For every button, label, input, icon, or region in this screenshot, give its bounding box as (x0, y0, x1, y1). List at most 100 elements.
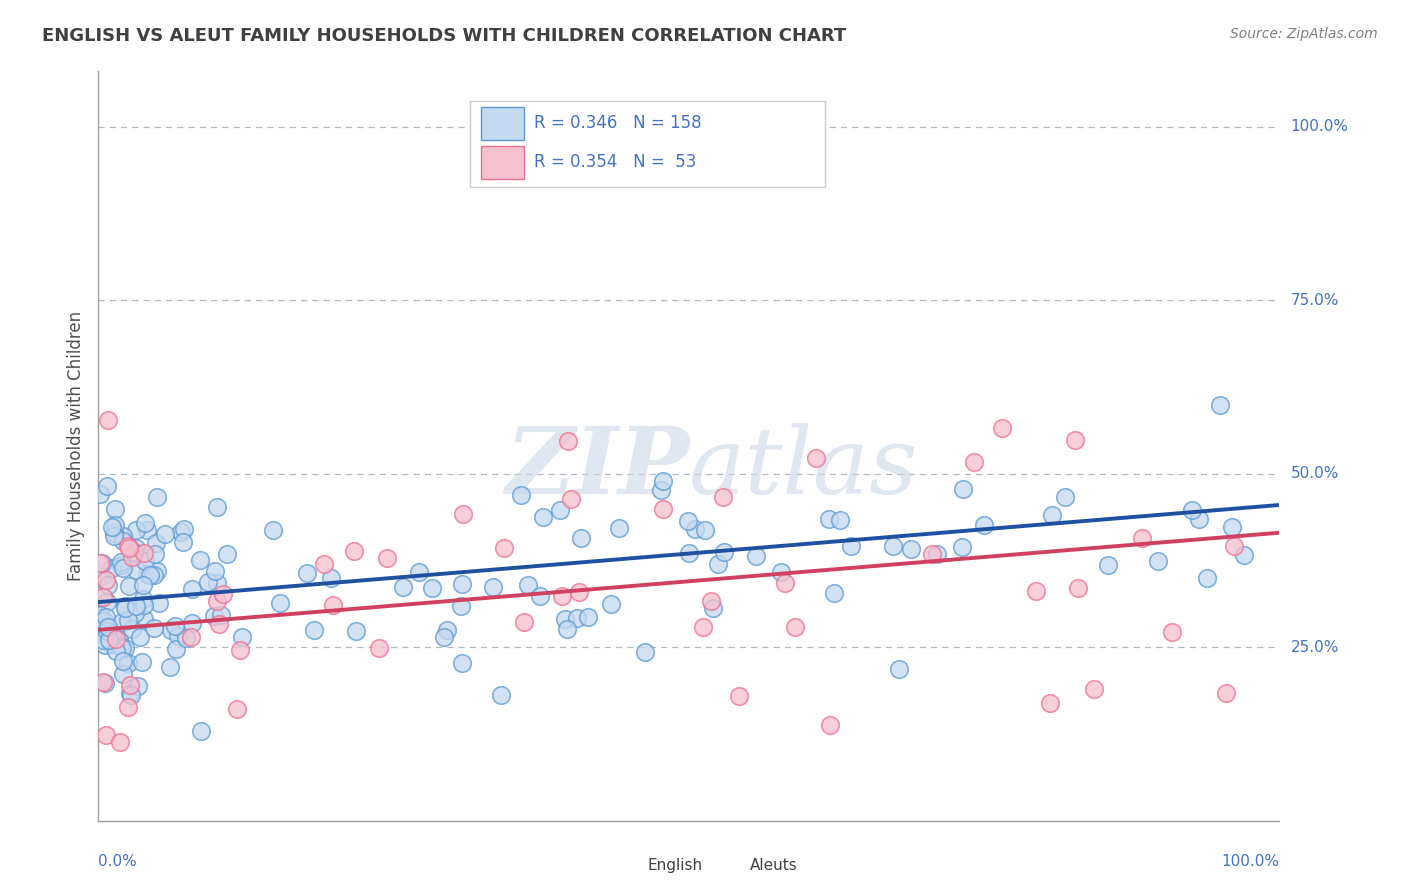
Point (1220, 520, 1243, 534)
Point (170, 524, 193, 539)
Point (1161, 625, 1184, 640)
Y-axis label: Family Households with Children: Family Households with Children (66, 311, 84, 581)
Point (136, 523, 159, 537)
Point (1040, 508, 1063, 523)
Point (1097, 558, 1119, 573)
Point (94, 619, 117, 633)
Point (125, 563, 148, 577)
Point (830, 513, 852, 527)
Point (117, 699, 139, 714)
Point (89, 487, 111, 501)
Point (104, 502, 127, 516)
Point (685, 522, 707, 536)
Point (652, 474, 675, 488)
Point (927, 547, 949, 561)
Point (322, 599, 344, 613)
Point (125, 599, 148, 613)
Point (952, 482, 974, 496)
Point (773, 575, 796, 590)
Point (481, 580, 503, 594)
Point (117, 657, 139, 671)
Point (963, 455, 986, 469)
Point (1064, 433, 1087, 447)
Point (707, 558, 730, 572)
Point (900, 542, 922, 557)
Point (188, 553, 211, 567)
Point (114, 640, 136, 655)
Point (652, 502, 675, 516)
Point (551, 590, 574, 604)
Point (453, 508, 475, 522)
Point (111, 615, 134, 629)
Point (745, 549, 768, 564)
Point (111, 654, 134, 668)
Text: 50.0%: 50.0% (1291, 467, 1339, 482)
Point (103, 529, 125, 543)
Point (97, 413, 120, 427)
Point (125, 523, 148, 537)
Point (494, 541, 516, 555)
Point (172, 535, 194, 549)
Text: 100.0%: 100.0% (1222, 855, 1279, 870)
Point (104, 644, 127, 658)
Point (98, 630, 121, 644)
Point (110, 558, 132, 572)
Point (97, 633, 120, 648)
Point (433, 630, 456, 644)
Point (110, 556, 132, 570)
Point (120, 686, 142, 700)
Point (785, 620, 807, 634)
Text: ENGLISH VS ALEUT FAMILY HOUSEHOLDS WITH CHILDREN CORRELATION CHART: ENGLISH VS ALEUT FAMILY HOUSEHOLDS WITH … (42, 27, 846, 45)
Point (155, 526, 177, 541)
Point (91, 632, 114, 647)
Point (111, 641, 134, 656)
Point (692, 620, 714, 634)
Point (344, 624, 367, 638)
Point (197, 574, 219, 589)
Point (312, 557, 335, 571)
Point (96, 620, 118, 634)
Point (262, 523, 284, 537)
Point (607, 521, 630, 535)
Point (111, 666, 134, 681)
Point (94, 609, 117, 624)
Point (420, 581, 443, 595)
Point (190, 724, 212, 739)
Point (132, 578, 155, 592)
Point (120, 689, 142, 703)
Point (921, 547, 943, 561)
Point (180, 616, 202, 631)
Point (634, 645, 657, 659)
Point (1195, 571, 1218, 585)
Point (122, 545, 145, 559)
Point (173, 522, 195, 536)
Point (215, 547, 238, 561)
Point (804, 451, 827, 466)
Point (567, 611, 589, 625)
Point (111, 561, 134, 575)
Point (554, 611, 576, 625)
Point (1039, 697, 1062, 711)
Point (1083, 682, 1105, 697)
Text: 0.0%: 0.0% (98, 855, 138, 870)
Point (1067, 581, 1090, 595)
Point (110, 735, 132, 749)
Point (121, 622, 143, 636)
Point (131, 655, 153, 669)
Point (89, 610, 111, 624)
Point (321, 571, 343, 585)
Point (1025, 583, 1047, 598)
Point (181, 582, 204, 596)
Point (167, 629, 190, 643)
Point (451, 577, 474, 591)
Point (145, 547, 167, 561)
Point (117, 613, 139, 627)
Point (391, 580, 413, 594)
Text: R = 0.354   N =  53: R = 0.354 N = 53 (534, 153, 696, 171)
Text: atlas: atlas (689, 424, 918, 514)
Text: 25.0%: 25.0% (1291, 640, 1339, 655)
Point (93, 614, 115, 628)
Point (180, 630, 202, 644)
Point (204, 564, 226, 578)
Point (114, 599, 136, 613)
